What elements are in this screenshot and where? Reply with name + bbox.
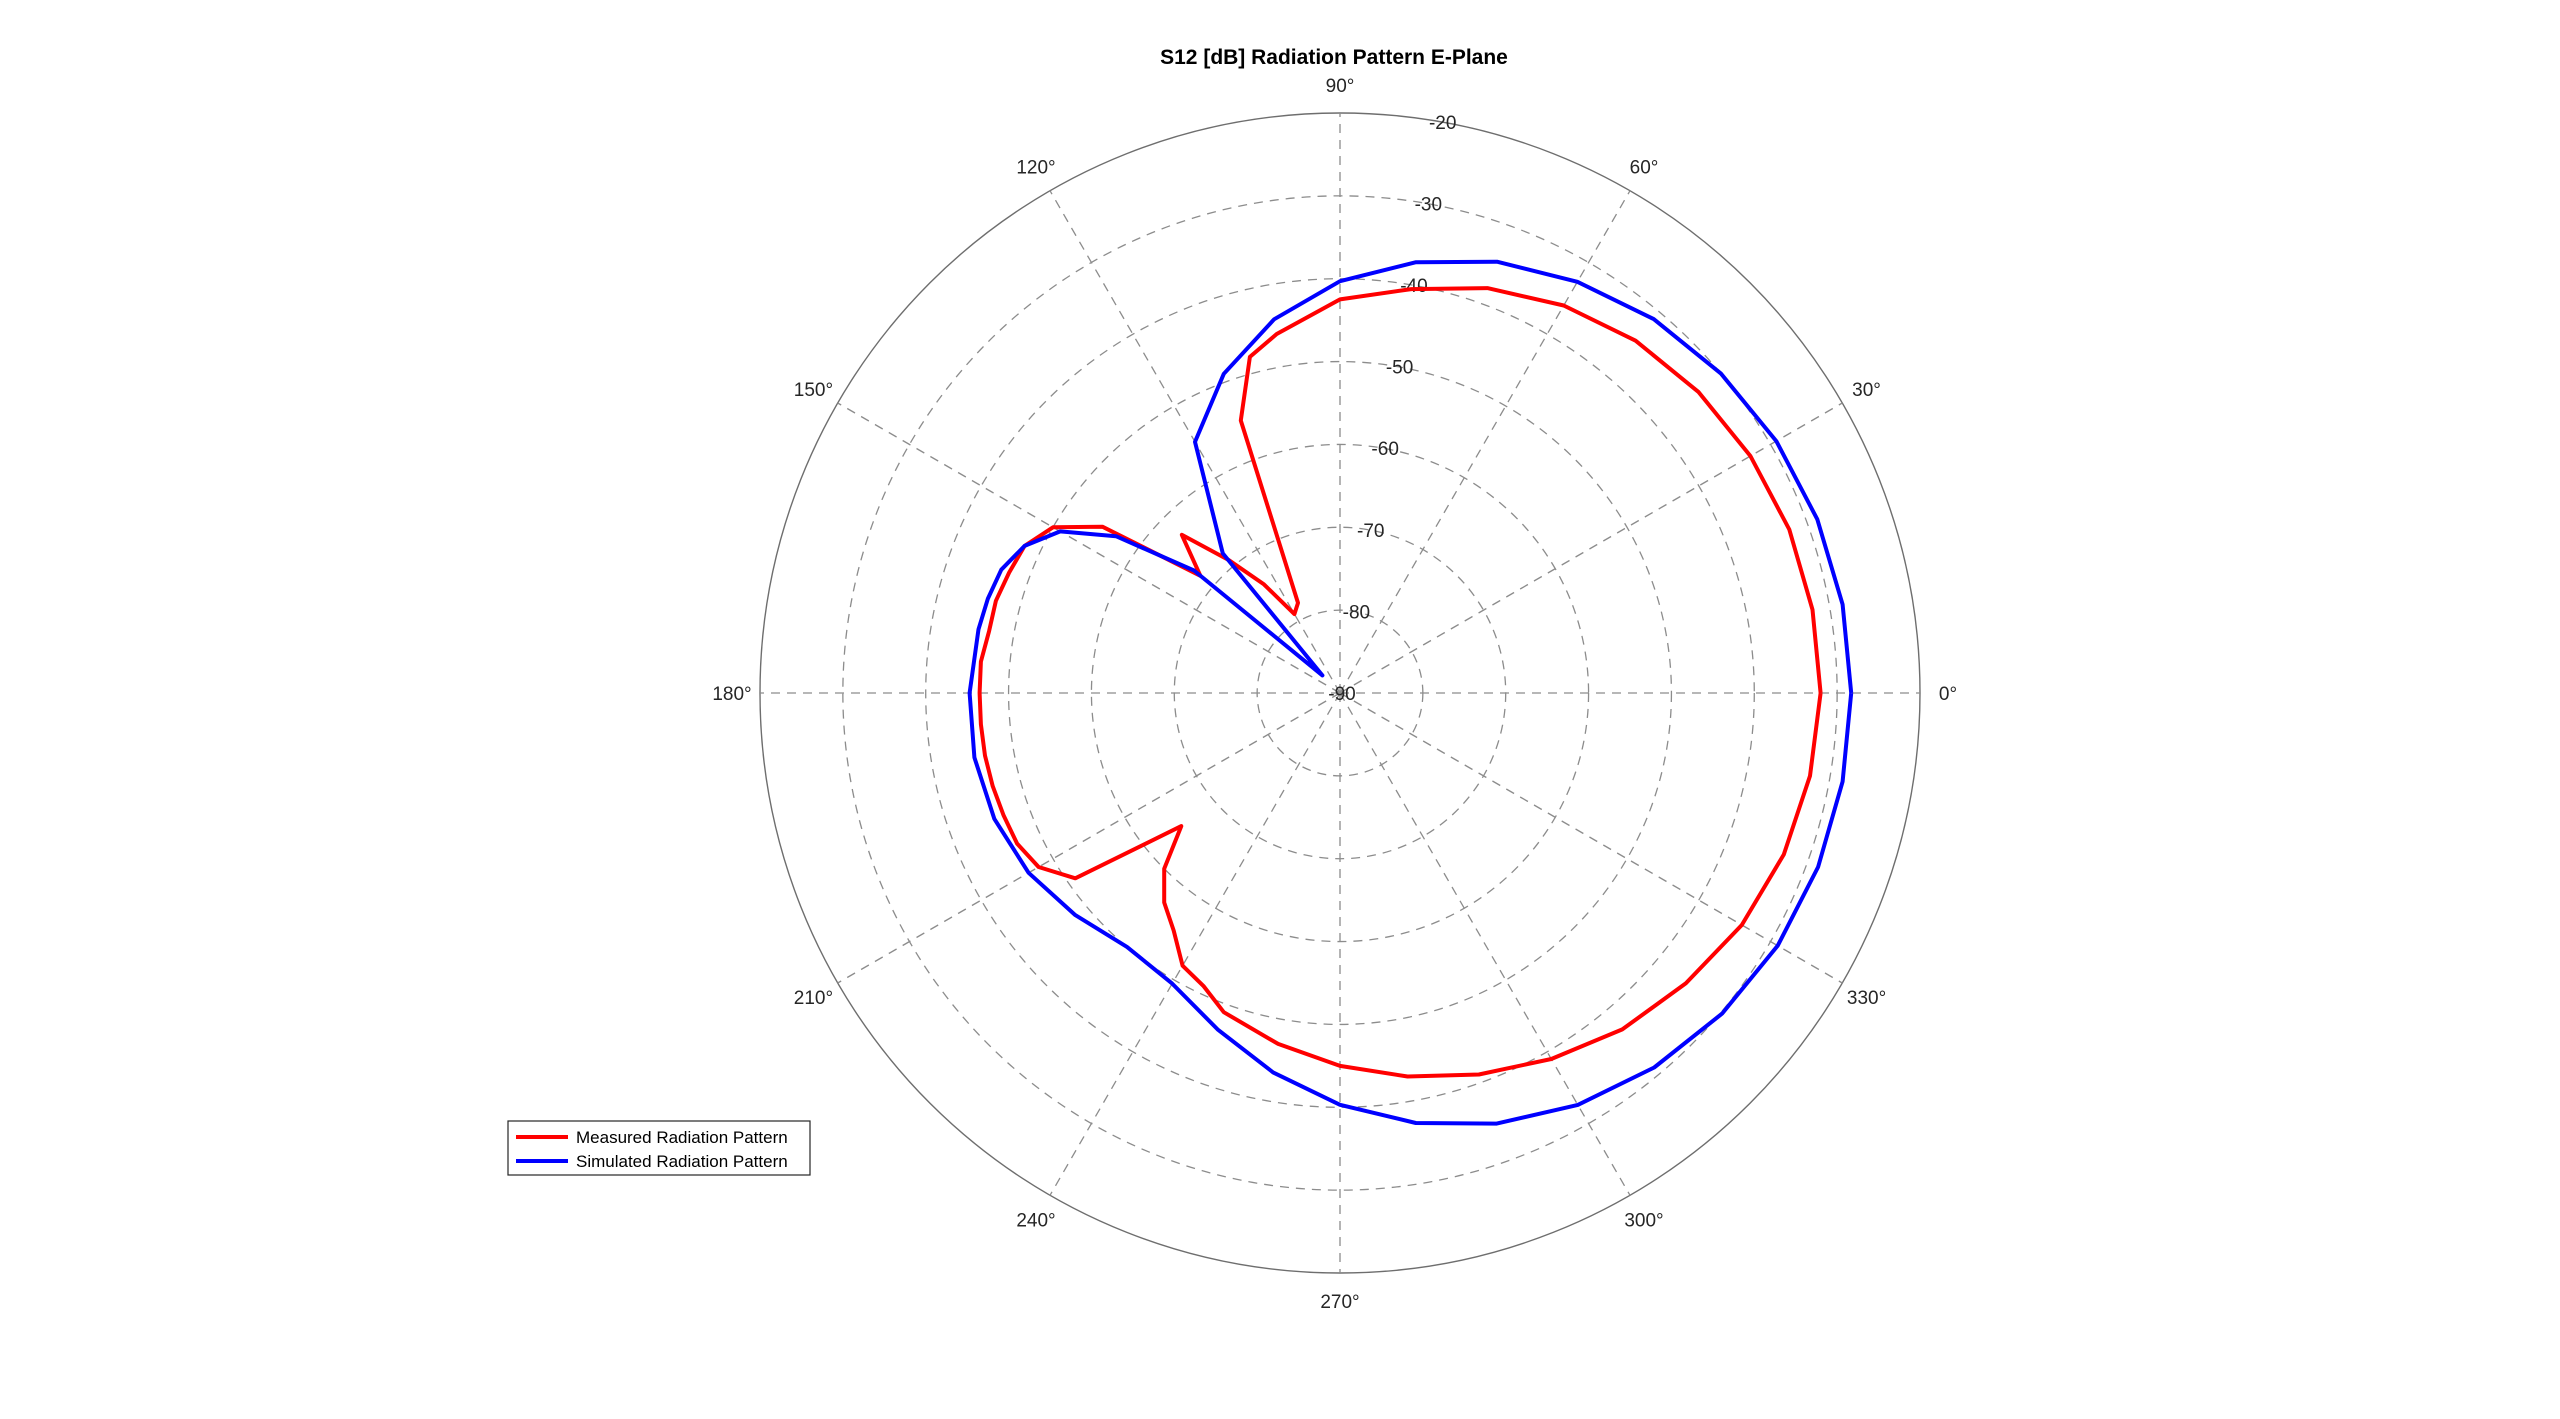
radius-tick-labels: -90 -80 -70 -60 -50 -40 -30 -20 — [1328, 113, 1456, 705]
angular-grid-line — [837, 402, 1341, 694]
angle-tick-label: 90° — [1326, 76, 1355, 97]
angle-tick-label: 0° — [1939, 684, 1957, 705]
radius-tick-label: -20 — [1429, 113, 1456, 134]
radius-tick-label: -90 — [1328, 684, 1355, 705]
legend-label-simulated: Simulated Radiation Pattern — [576, 1152, 788, 1171]
angle-tick-label: 150° — [794, 380, 833, 401]
angle-tick-label: 330° — [1847, 988, 1886, 1009]
angular-grid-line — [1339, 692, 1631, 1196]
angle-tick-labels: 0° 30° 60° 90° 120° 150° 180° 210° 240° 270° 300° 3… — [712, 76, 1957, 1313]
measured-pattern-line — [977, 286, 1823, 1079]
radius-tick-label: -70 — [1357, 521, 1384, 542]
angle-tick-label: 30° — [1852, 380, 1881, 401]
radius-tick-label: -80 — [1343, 602, 1370, 623]
angle-tick-label: 120° — [1016, 157, 1055, 178]
radius-tick-label: -40 — [1400, 276, 1427, 297]
radius-tick-label: -50 — [1386, 358, 1413, 379]
angle-tick-label: 240° — [1016, 1211, 1055, 1232]
simulated-pattern-line — [967, 259, 1854, 1126]
angle-tick-label: 300° — [1624, 1211, 1663, 1232]
radius-tick-label: -30 — [1415, 194, 1442, 215]
angle-tick-label: 210° — [794, 988, 833, 1009]
angular-grid-line — [1339, 402, 1843, 694]
angular-grid-line — [1339, 190, 1631, 694]
legend-label-measured: Measured Radiation Pattern — [576, 1128, 788, 1147]
data-series — [967, 259, 1854, 1126]
chart-title: S12 [dB] Radiation Pattern E-Plane — [1160, 46, 1508, 69]
radial-grid-circle — [925, 278, 1755, 1108]
angle-tick-label: 60° — [1630, 157, 1659, 178]
legend: Measured Radiation Pattern Simulated Rad… — [507, 1120, 811, 1176]
angular-grid-line — [1049, 692, 1341, 1196]
angle-tick-label: 180° — [712, 684, 751, 705]
legend-box — [507, 1120, 811, 1176]
angular-grid-line — [1339, 692, 1843, 984]
radius-tick-label: -60 — [1371, 439, 1398, 460]
angular-grid-line — [837, 692, 1341, 984]
angle-tick-label: 270° — [1320, 1292, 1359, 1313]
radial-grid-circle — [1007, 360, 1673, 1026]
